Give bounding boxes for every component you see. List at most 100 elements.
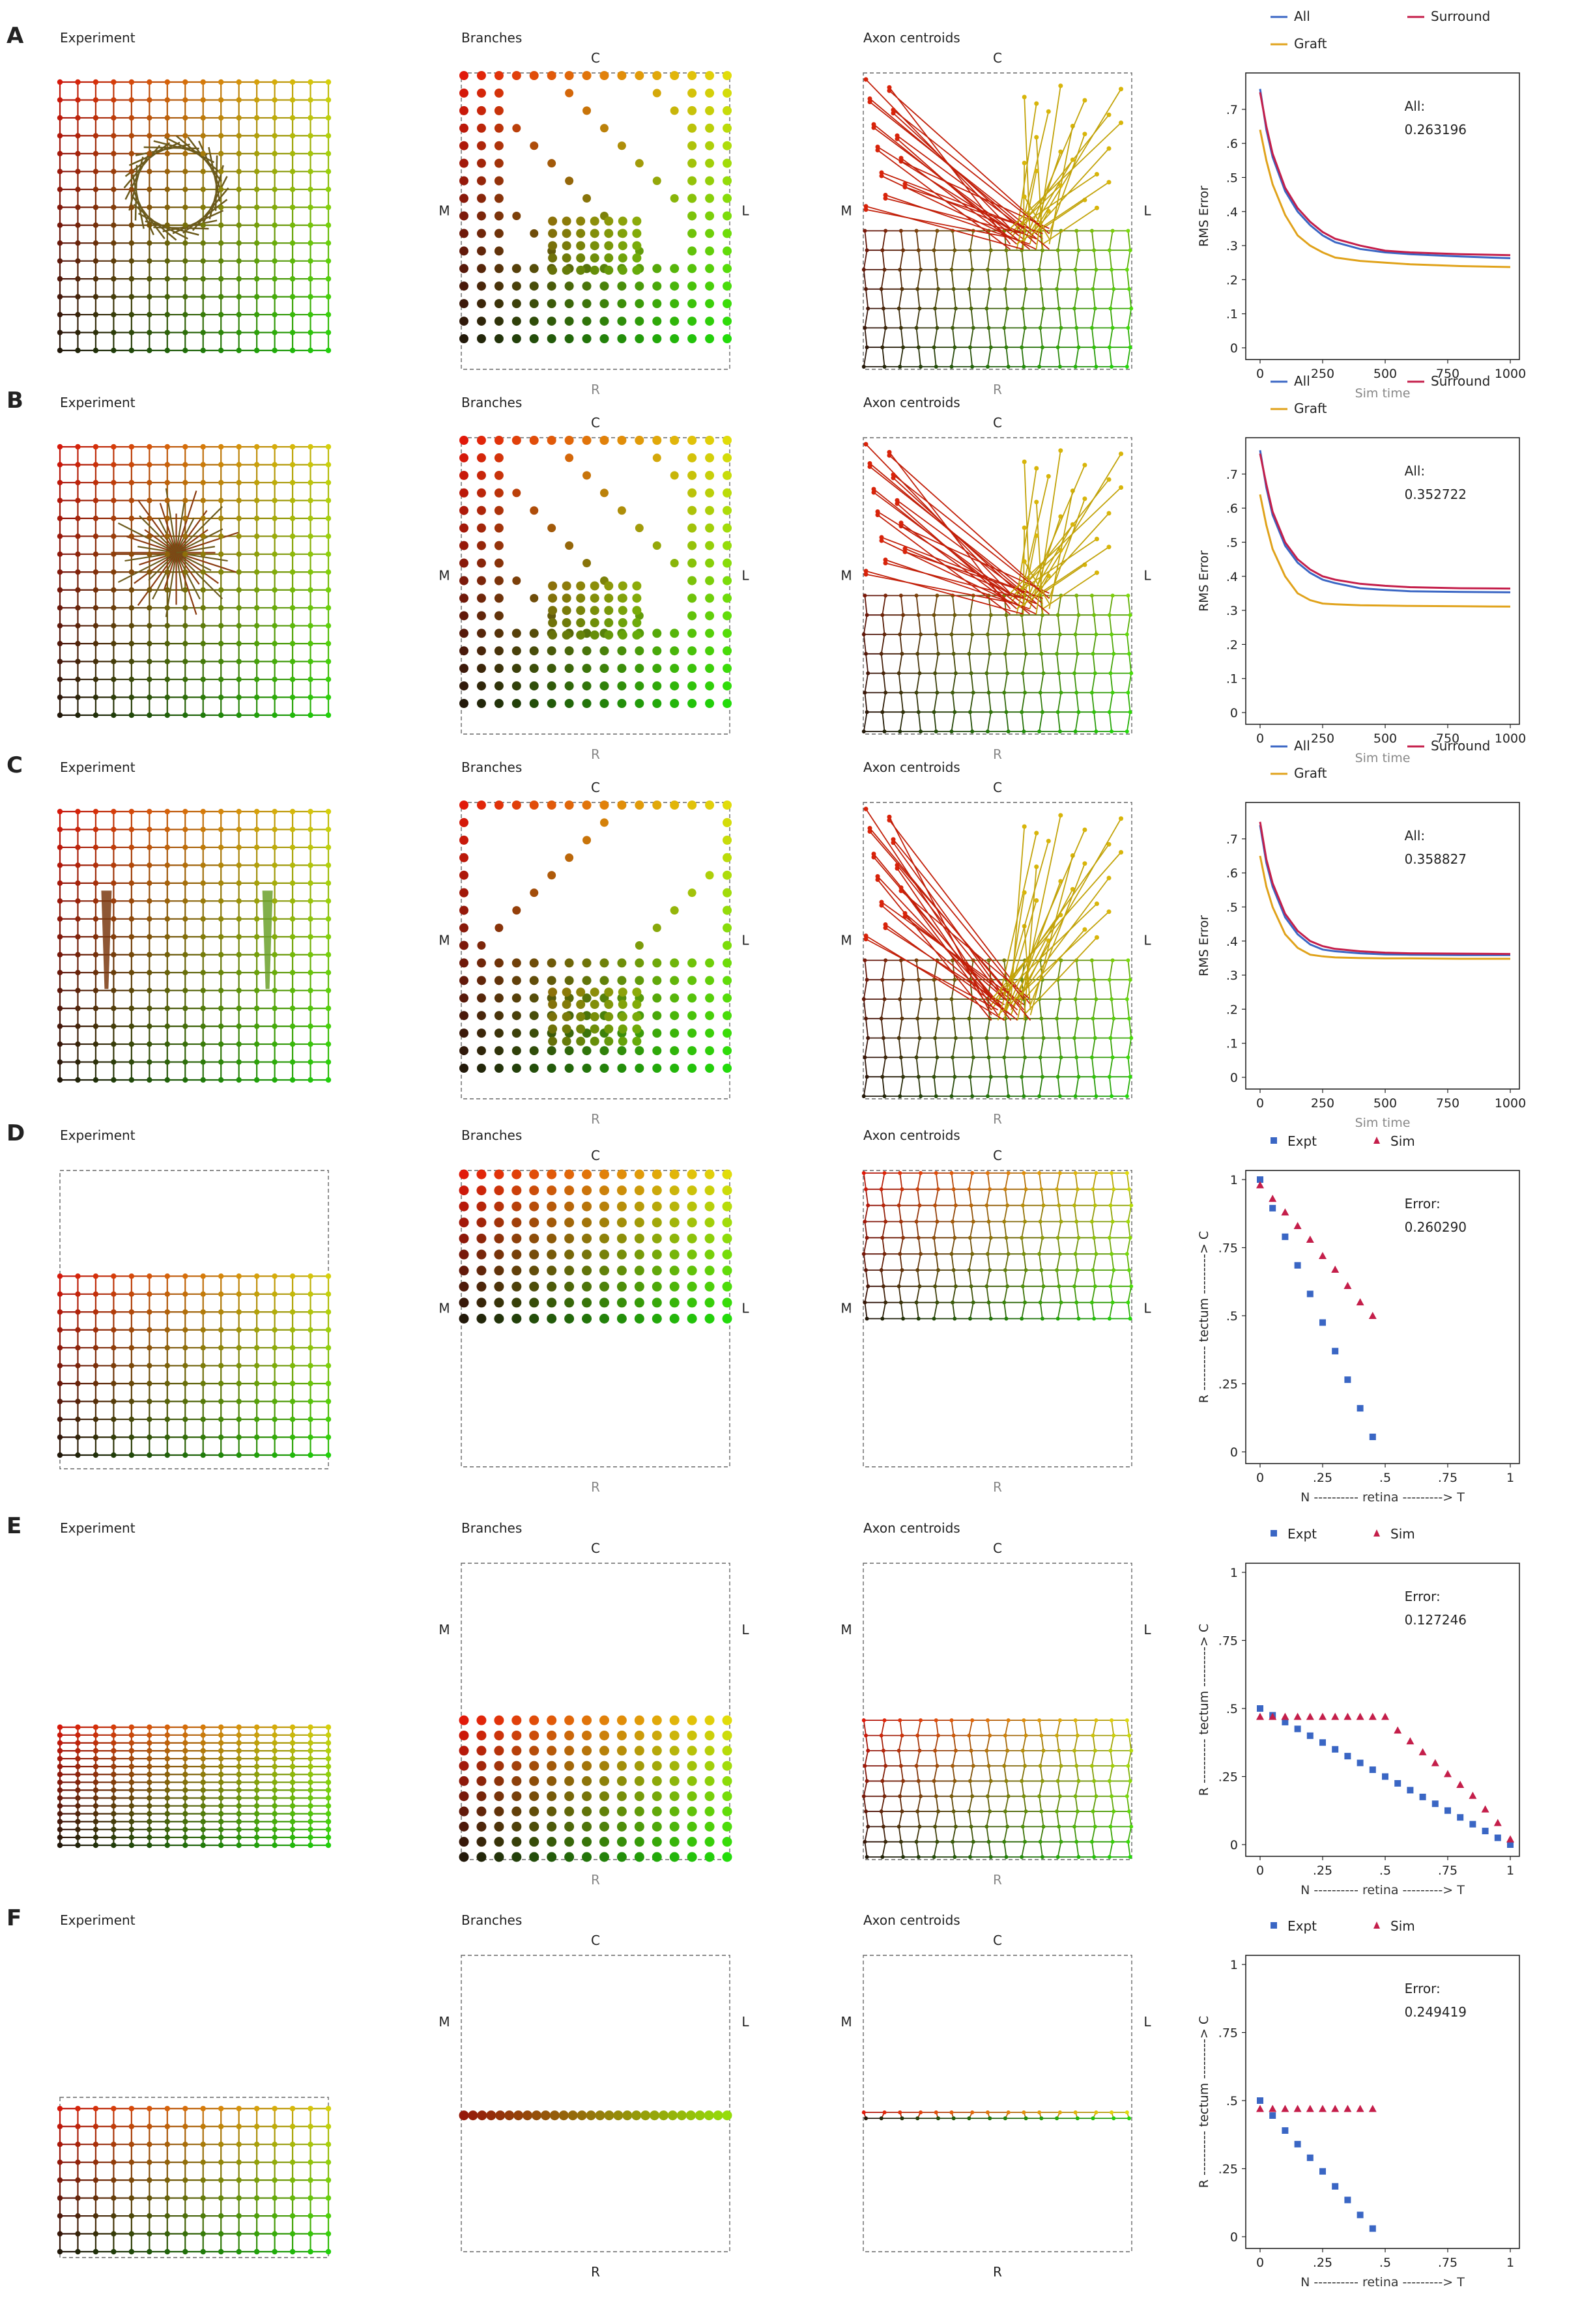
axis-label-r: R: [993, 2264, 1002, 2280]
legend-label: All: [1294, 373, 1310, 389]
panel-letter: E: [7, 1513, 22, 1539]
legend-label: Expt: [1287, 1526, 1317, 1542]
data-point: [1293, 1712, 1302, 1720]
chart-frame: [1245, 1170, 1520, 1464]
x-axis-label: N ---------- retina ---------> T: [1300, 1490, 1465, 1505]
y-tick-label: .3: [1226, 969, 1238, 983]
axons-panel: C M L R: [840, 1540, 1151, 1888]
series-line: [1259, 453, 1511, 590]
axis-label-m: M: [840, 1300, 852, 1316]
y-tick-label: .25: [1218, 2162, 1238, 2177]
axis-label-m: M: [438, 2014, 450, 2030]
axons-network: [861, 1171, 1134, 1321]
experiment-panel: [57, 444, 332, 718]
y-tick-label: .7: [1226, 468, 1238, 482]
data-point: [1357, 2211, 1364, 2218]
data-point: [1269, 1204, 1276, 1212]
panel-row-c: C Experiment Branches Axon centroids C M L R C M L…: [7, 738, 1526, 1130]
series-line: [1259, 494, 1511, 608]
axis-label-m: M: [840, 932, 852, 948]
axis-label-m: M: [438, 1622, 450, 1637]
branches-title: Branches: [461, 395, 522, 410]
data-point: [1257, 2097, 1263, 2104]
axons-frame: [863, 802, 1132, 1099]
error-label: All:: [1405, 828, 1426, 843]
data-point: [1431, 1759, 1439, 1766]
axis-label-l: L: [741, 1622, 749, 1637]
data-point: [1282, 2127, 1289, 2134]
axis-label-m: M: [840, 567, 852, 583]
data-point: [1444, 1807, 1451, 1814]
data-point: [1369, 2225, 1376, 2232]
legend-label: Graft: [1294, 765, 1327, 781]
x-tick-label: 1000: [1495, 367, 1526, 381]
y-tick-label: .5: [1226, 1702, 1238, 1716]
axis-label-l: L: [1143, 932, 1151, 948]
chart-panel: 0 250 500 750 1000 0 .1 .2 .3 .4 .5 .6 .7 Sim time RMS…: [1197, 8, 1526, 401]
x-tick-label: 250: [1311, 731, 1334, 746]
branches-title: Branches: [461, 1912, 522, 1928]
branches-panel: C M L R: [438, 1148, 749, 1495]
error-label: All:: [1405, 98, 1426, 114]
series-line: [1259, 821, 1511, 956]
data-point: [1269, 2112, 1276, 2119]
y-tick-label: .75: [1218, 2026, 1238, 2041]
legend-marker: [1373, 1137, 1380, 1144]
data-point: [1332, 1746, 1339, 1753]
data-point: [1507, 1841, 1514, 1848]
x-tick-label: 0: [1256, 1471, 1264, 1485]
axons-panel: C M L R: [840, 50, 1151, 397]
y-axis-label: R ---------- tectum ---------> C: [1197, 2016, 1211, 2188]
axons-frame: [863, 72, 1132, 370]
data-point: [1506, 1835, 1514, 1843]
branches-dots: [459, 801, 732, 1073]
data-point: [1269, 1712, 1277, 1720]
x-tick-label: .5: [1379, 1471, 1391, 1485]
x-tick-label: 1000: [1495, 731, 1526, 746]
axis-label-l: L: [1143, 2014, 1151, 2030]
y-tick-label: 0: [1230, 706, 1238, 720]
x-tick-label: 0: [1256, 731, 1264, 746]
x-axis-label: N ---------- retina ---------> T: [1300, 2275, 1465, 2289]
axis-label-l: L: [1143, 567, 1151, 583]
data-point: [1482, 1828, 1489, 1835]
axis-label-c: C: [591, 50, 600, 66]
data-point: [1356, 1712, 1364, 1720]
error-value: 0.260290: [1405, 1219, 1467, 1235]
branches-frame: [461, 1955, 730, 2252]
error-label: All:: [1405, 463, 1426, 479]
x-tick-label: .5: [1379, 2256, 1391, 2270]
axis-label-l: L: [741, 932, 749, 948]
axis-label-l: L: [741, 567, 749, 583]
legend-marker: [1271, 1530, 1277, 1537]
data-point: [1344, 1376, 1351, 1383]
data-point: [1282, 1718, 1289, 1725]
data-point: [1282, 1233, 1289, 1240]
x-tick-label: 0: [1256, 1096, 1264, 1111]
legend-label: Surround: [1431, 373, 1490, 389]
chart-frame: [1245, 437, 1520, 725]
x-axis-label: Sim time: [1355, 751, 1411, 765]
axis-label-m: M: [438, 932, 450, 948]
branches-frame: [461, 437, 730, 735]
data-point: [1469, 1821, 1476, 1828]
x-tick-label: 500: [1373, 367, 1397, 381]
axis-label-c: C: [993, 780, 1002, 795]
axis-label-c: C: [591, 1933, 600, 1948]
legend-marker: [1271, 1922, 1277, 1929]
branches-dots: [459, 1715, 732, 1862]
x-tick-label: .25: [1313, 1863, 1332, 1878]
axons-network: [861, 442, 1134, 733]
axis-label-c: C: [993, 415, 1002, 431]
data-point: [1293, 1222, 1302, 1230]
branches-title: Branches: [461, 30, 522, 46]
data-point: [1294, 1725, 1301, 1733]
error-value: 0.352722: [1405, 487, 1467, 502]
x-tick-label: 500: [1373, 1096, 1397, 1111]
panel-row-b: B Experiment Branches Axon centroids C M L R C M L…: [7, 373, 1526, 765]
axis-label-m: M: [840, 2014, 852, 2030]
data-point: [1394, 1779, 1401, 1787]
y-tick-label: .5: [1226, 2094, 1238, 2108]
series-line: [1259, 92, 1511, 257]
y-axis-label: RMS Error: [1197, 550, 1211, 612]
